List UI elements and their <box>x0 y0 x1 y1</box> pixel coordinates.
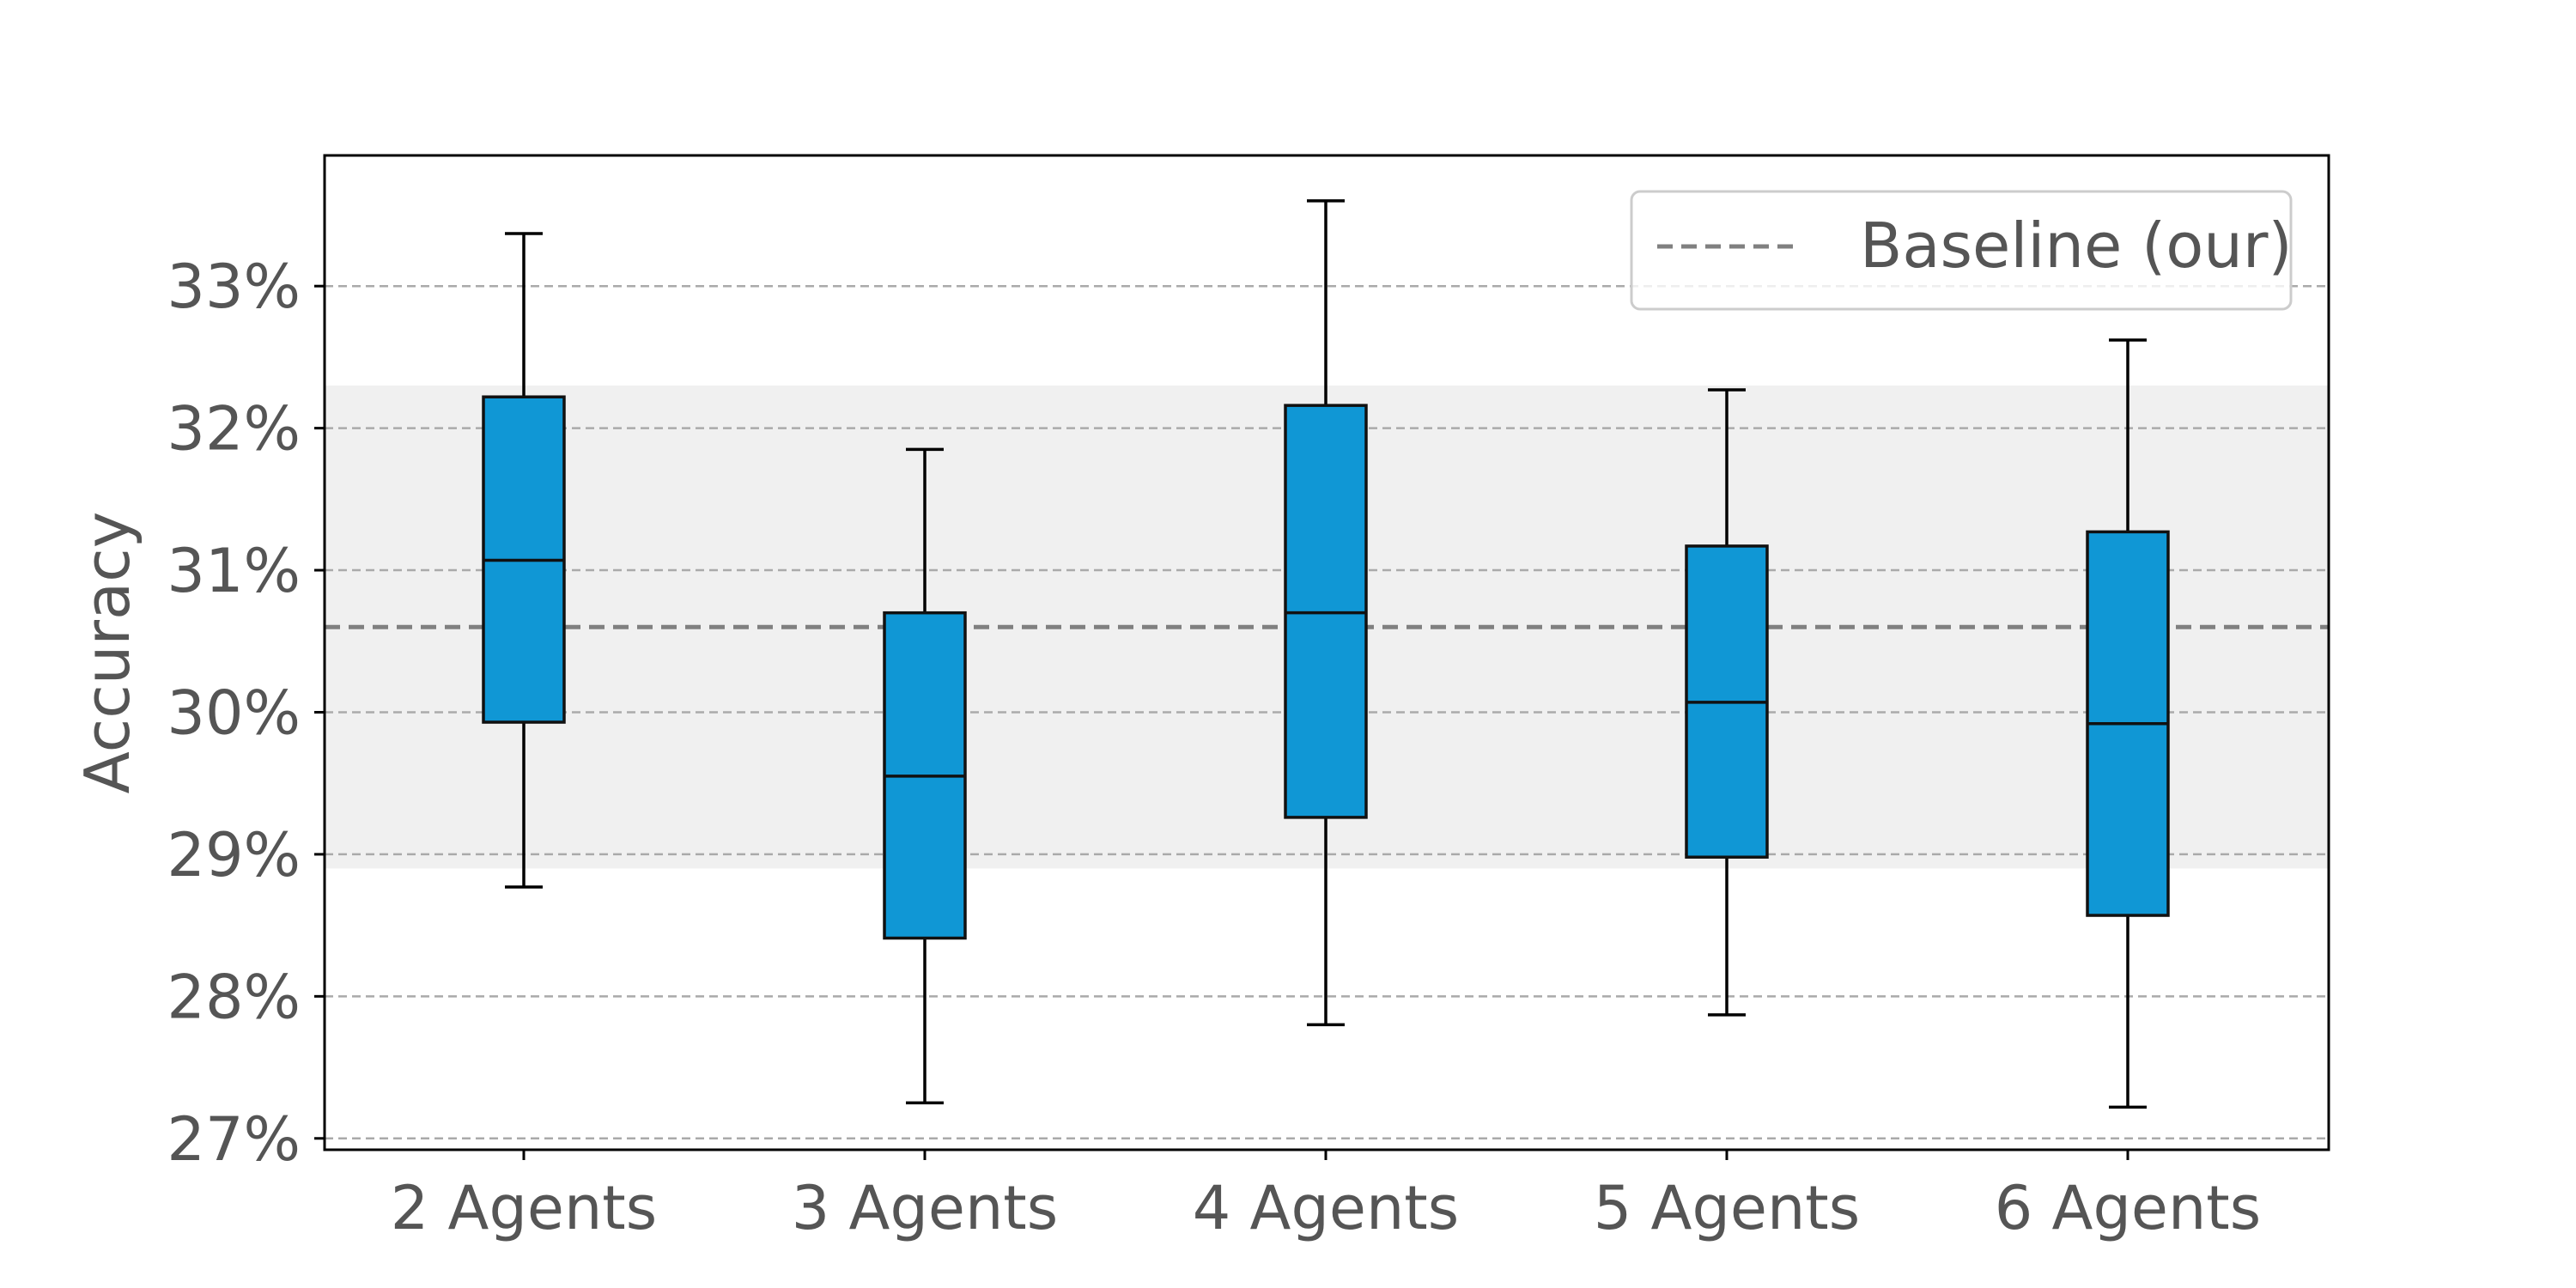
boxes-layer <box>482 199 2170 1109</box>
y-tick-label: 33% <box>167 252 301 322</box>
box-5 <box>2086 338 2170 1109</box>
x-tick-label: 6 Agents <box>1995 1173 2261 1243</box>
x-tick-label: 5 Agents <box>1594 1173 1860 1243</box>
legend-baseline-label: Baseline (our) <box>1860 210 2293 282</box>
y-tick-label: 31% <box>167 536 301 606</box>
y-axis-label: Accuracy <box>71 512 143 794</box>
legend: Baseline (our) <box>1630 190 2293 311</box>
x-tick-label: 4 Agents <box>1193 1173 1459 1243</box>
y-tick-label: 30% <box>167 677 301 748</box>
y-tick-label: 28% <box>167 962 301 1032</box>
y-tick-label: 29% <box>167 820 301 890</box>
box-4 <box>1685 388 1769 1017</box>
y-axis: 27% 28% 29% 30% 31% 32% 33% <box>167 252 325 1175</box>
x-tick-label: 3 Agents <box>792 1173 1058 1243</box>
y-tick-label: 32% <box>167 394 301 465</box>
x-tick-label: 2 Agents <box>391 1173 657 1243</box>
box-2 <box>883 447 967 1105</box>
box-3 <box>1284 199 1368 1027</box>
x-axis: 2 Agents 3 Agents 4 Agents 5 Agents 6 Agents <box>391 1150 2261 1243</box>
grid-layer <box>325 284 2329 1140</box>
y-tick-label: 27% <box>167 1104 301 1175</box>
box-1 <box>482 232 566 889</box>
legend-box <box>1630 190 2293 311</box>
